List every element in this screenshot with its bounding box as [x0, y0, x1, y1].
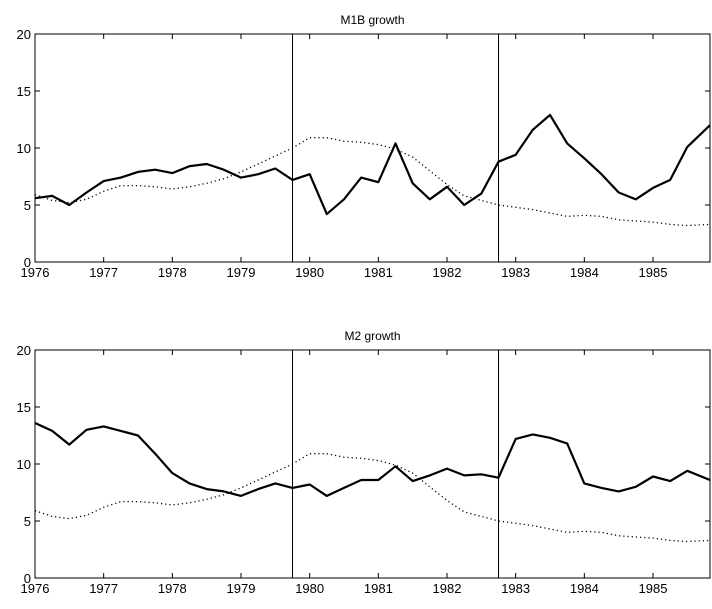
x-tick-label: 1977: [89, 581, 118, 596]
y-tick-label: 20: [17, 343, 31, 358]
y-tick-label: 15: [17, 84, 31, 99]
axes-frame: [34, 33, 711, 263]
x-tick-label: 1984: [570, 265, 599, 280]
x-tick-label: 1982: [433, 581, 462, 596]
x-tick-label: 1982: [433, 265, 462, 280]
x-tick-label: 1983: [501, 265, 530, 280]
x-tick-label: 1976: [21, 265, 50, 280]
x-tick-label: 1980: [295, 581, 324, 596]
x-tick-label: 1979: [227, 265, 256, 280]
x-tick-label: 1985: [639, 581, 668, 596]
chart-title: M2 growth: [344, 329, 400, 343]
x-tick-label: 1977: [89, 265, 118, 280]
axes-frame: [34, 349, 711, 579]
x-tick-label: 1976: [21, 581, 50, 596]
y-tick-label: 0: [24, 571, 31, 586]
y-tick-label: 20: [17, 27, 31, 42]
y-tick-label: 10: [17, 457, 31, 472]
x-tick-label: 1985: [639, 265, 668, 280]
y-tick-label: 0: [24, 255, 31, 270]
x-tick-label: 1981: [364, 581, 393, 596]
x-tick-label: 1978: [158, 265, 187, 280]
panel-m1b: M1B growth 0 5 10 15 20 1976 1977 1978 1979 1980 19…: [17, 13, 711, 280]
series-line-solid: [34, 422, 711, 497]
y-tick-label: 5: [24, 514, 31, 529]
x-tick-label: 1980: [295, 265, 324, 280]
x-tick-label: 1983: [501, 581, 530, 596]
y-tick-label: 5: [24, 198, 31, 213]
x-tick-label: 1979: [227, 581, 256, 596]
series-line-solid: [34, 113, 711, 216]
chart-title: M1B growth: [340, 13, 404, 27]
y-tick-label: 15: [17, 400, 31, 415]
x-tick-label: 1984: [570, 581, 599, 596]
panel-m2: M2 growth 0 5 10 15 20 1976 1977 1978 1979 1980 198…: [17, 329, 711, 596]
x-tick-label: 1978: [158, 581, 187, 596]
y-tick-label: 10: [17, 141, 31, 156]
x-tick-label: 1981: [364, 265, 393, 280]
series-line-dotted: [34, 453, 711, 543]
